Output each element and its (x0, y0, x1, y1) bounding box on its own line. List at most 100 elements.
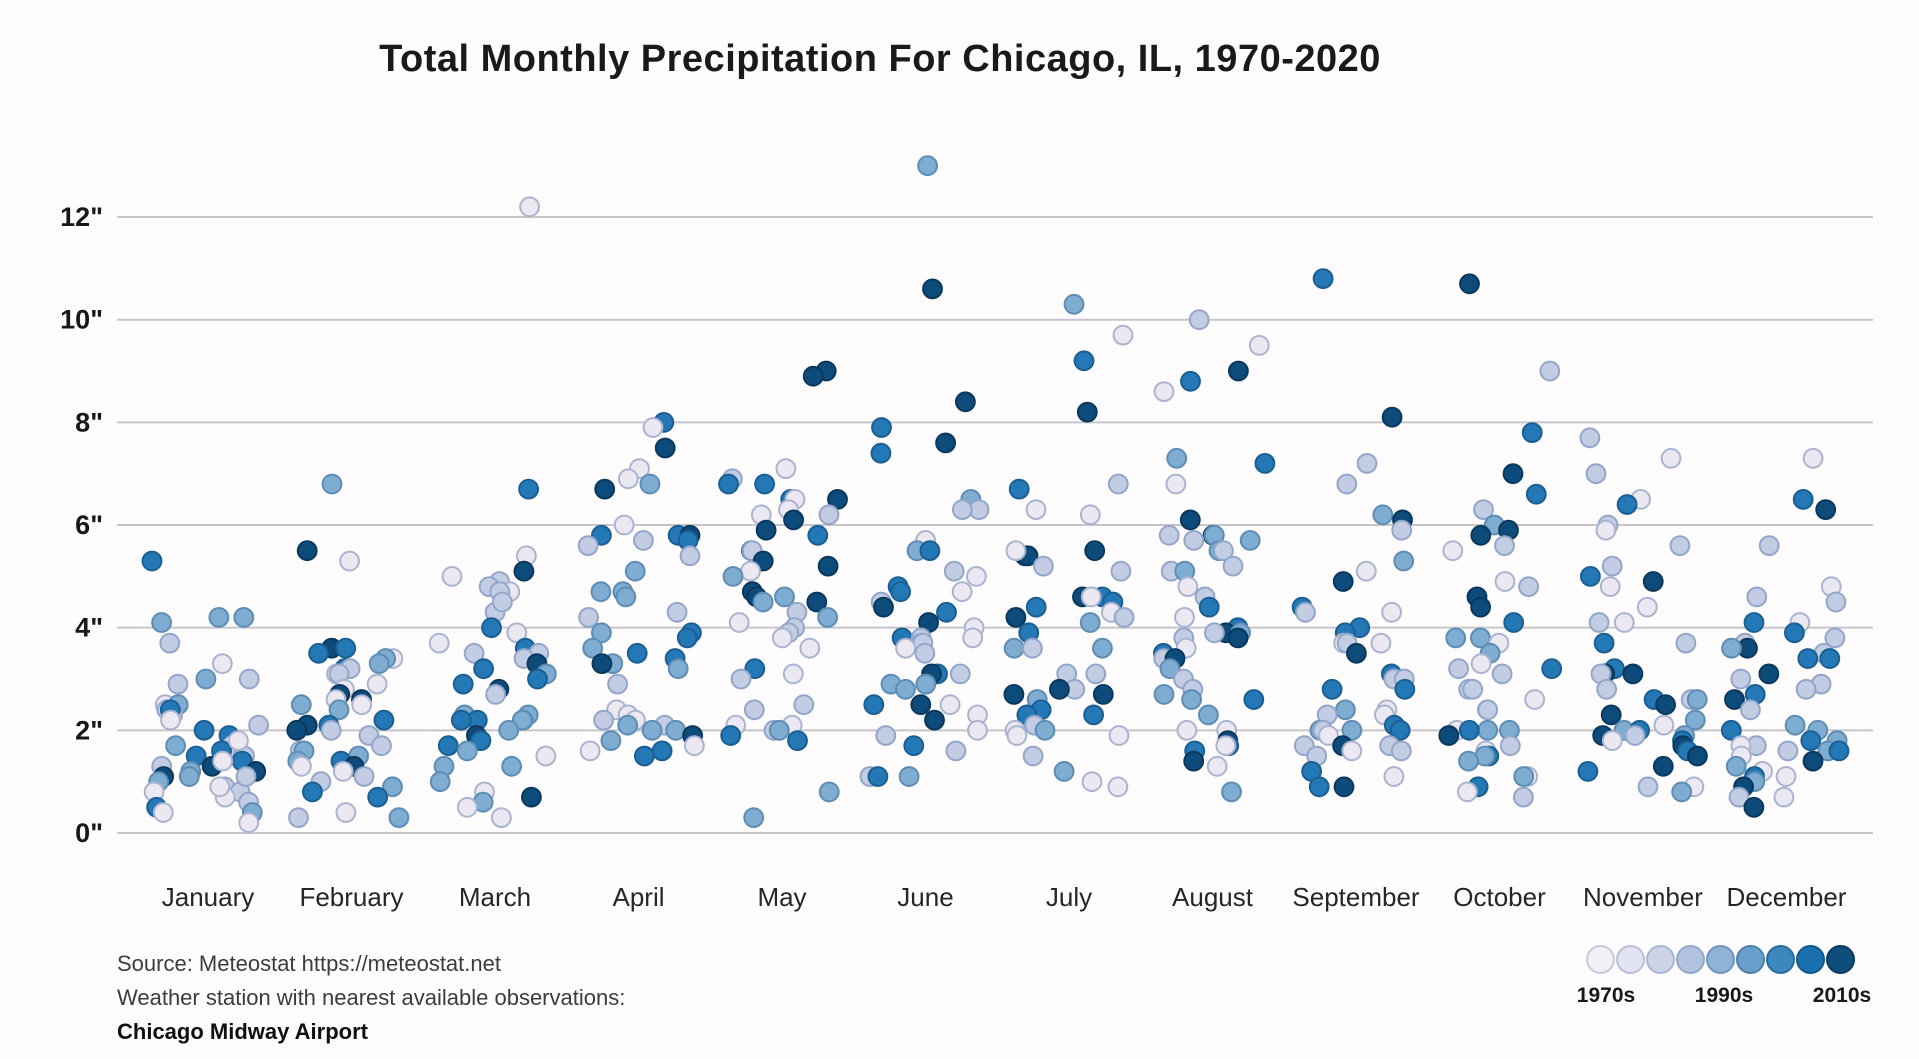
legend-swatch-dot (1736, 944, 1765, 974)
data-point (1802, 750, 1824, 772)
data-point (1459, 273, 1480, 295)
data-point (1775, 766, 1797, 787)
data-point (1448, 658, 1469, 680)
data-point (1724, 689, 1745, 710)
data-point (793, 694, 815, 716)
data-point (1003, 637, 1025, 659)
y-axis-tick-label: 0" (75, 818, 103, 848)
data-point (518, 478, 539, 500)
data-point (1773, 786, 1795, 808)
data-point (1389, 719, 1411, 741)
data-point (456, 796, 478, 818)
data-point (1341, 719, 1363, 741)
y-axis-tick-label: 4" (75, 613, 103, 643)
data-point (722, 566, 744, 587)
data-point (666, 601, 688, 623)
data-point (1308, 776, 1330, 798)
data-point (1494, 535, 1515, 556)
data-point (302, 781, 323, 803)
data-point (590, 581, 612, 603)
data-point (511, 709, 533, 731)
data-point (1198, 596, 1220, 618)
data-point (1442, 540, 1464, 562)
data-point (1577, 761, 1599, 782)
data-point (1394, 678, 1416, 700)
data-point (613, 514, 635, 536)
data-point (1825, 591, 1847, 613)
data-point (936, 601, 957, 623)
legend-swatch-dot (1796, 944, 1825, 974)
data-point (1792, 489, 1814, 510)
data-point (1254, 453, 1276, 474)
data-point (1332, 571, 1354, 592)
data-point (578, 607, 599, 628)
data-point (917, 155, 938, 177)
data-point (463, 642, 485, 664)
data-point (1800, 730, 1822, 751)
data-point (870, 442, 892, 464)
data-point (1183, 750, 1205, 772)
data-point (1248, 335, 1270, 356)
data-point (470, 730, 492, 751)
data-point (1025, 596, 1047, 618)
data-point (1165, 473, 1187, 495)
data-point (617, 714, 639, 736)
data-point (1085, 663, 1107, 685)
data-point (1600, 704, 1622, 726)
data-point (1513, 786, 1534, 808)
data-point (1462, 678, 1484, 700)
data-point (1333, 776, 1355, 798)
data-point (519, 196, 540, 218)
data-point (924, 709, 945, 731)
data-point (248, 714, 270, 736)
data-point (667, 658, 689, 680)
data-point (1758, 663, 1780, 685)
data-point (1073, 350, 1095, 372)
data-point (1470, 653, 1492, 674)
data-point (1579, 427, 1601, 449)
data-point (1503, 612, 1525, 633)
data-point (1470, 596, 1491, 618)
data-point (665, 719, 687, 741)
data-point (817, 607, 838, 628)
data-point (1346, 642, 1367, 664)
data-point (684, 735, 705, 757)
data-point (1730, 668, 1752, 690)
x-axis-month-label: May (757, 882, 806, 912)
data-point (1206, 755, 1228, 777)
data-point (485, 684, 507, 705)
data-point (1159, 658, 1181, 680)
data-point (651, 740, 673, 762)
data-point (1390, 740, 1412, 762)
data-point (1393, 550, 1415, 572)
data-point (1213, 540, 1234, 562)
data-point (1513, 766, 1535, 787)
data-point (1671, 781, 1693, 803)
data-point (922, 278, 943, 300)
data-point (615, 586, 637, 608)
data-point (1637, 776, 1659, 798)
legend-label-2010s: 2010s (1812, 984, 1872, 1007)
legend-gradient-dots (1586, 944, 1856, 974)
data-point (1580, 566, 1601, 587)
data-point (308, 642, 330, 664)
data-point (353, 766, 375, 787)
data-point (903, 735, 925, 757)
data-point (351, 694, 373, 716)
data-point (787, 730, 808, 751)
data-point (1652, 755, 1674, 777)
data-point (1601, 730, 1623, 751)
data-point (676, 627, 698, 649)
data-point (1824, 627, 1846, 649)
data-point (1025, 499, 1047, 521)
data-point (152, 802, 174, 823)
data-point (1728, 786, 1750, 808)
data-point (1370, 632, 1392, 654)
data-point (1053, 761, 1075, 782)
data-point (238, 668, 260, 690)
data-point (774, 586, 795, 608)
data-point (754, 473, 775, 495)
data-point (919, 540, 941, 562)
data-point (501, 755, 523, 777)
